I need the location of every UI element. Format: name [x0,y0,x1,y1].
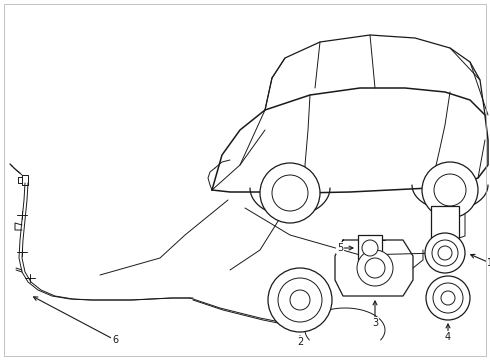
Circle shape [357,250,393,286]
Text: 3: 3 [372,318,378,328]
Text: 1: 1 [487,258,490,268]
Text: 2: 2 [297,337,303,347]
Text: 5: 5 [337,243,343,253]
Bar [358,235,382,261]
Circle shape [422,162,478,218]
Circle shape [426,276,470,320]
Circle shape [260,163,320,223]
Text: 4: 4 [445,332,451,342]
Circle shape [362,240,378,256]
Bar [431,206,459,238]
Text: 6: 6 [112,335,118,345]
Circle shape [268,268,332,332]
Circle shape [425,233,465,273]
